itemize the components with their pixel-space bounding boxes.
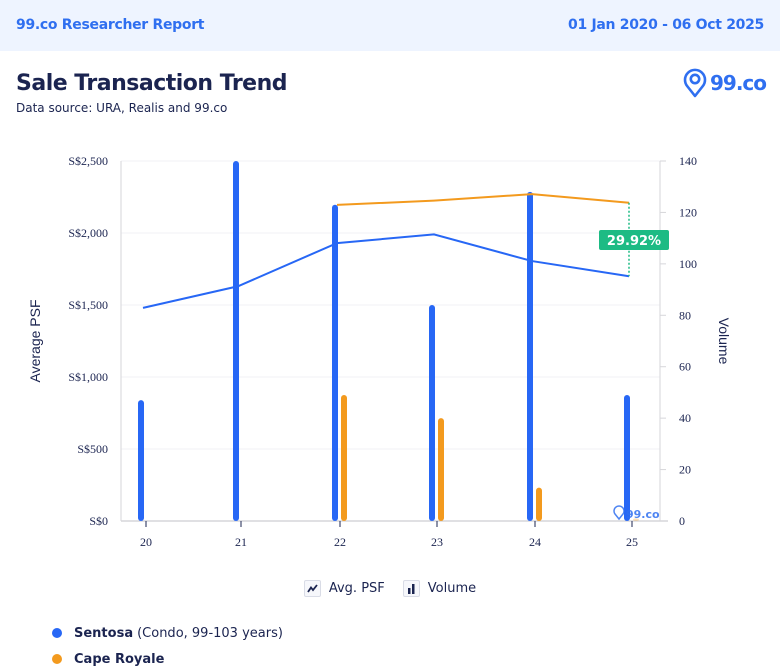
legend-volume-label: Volume xyxy=(428,581,476,596)
y-tick-label-right: 120 xyxy=(679,205,697,219)
series-name: Cape Royale xyxy=(74,652,164,667)
x-tick-label: 21 xyxy=(235,535,247,549)
legend-avg-psf[interactable]: Avg. PSF xyxy=(304,580,385,597)
y-tick-label-right: 20 xyxy=(679,463,691,477)
legend-volume[interactable]: Volume xyxy=(403,580,476,597)
series-legend-sentosa[interactable]: Sentosa (Condo, 99-103 years) xyxy=(52,620,283,646)
chart-watermark: 99.co xyxy=(614,506,660,521)
data-source: Data source: URA, Realis and 99.co xyxy=(16,101,227,115)
x-tick-label: 23 xyxy=(431,535,443,549)
legend-avg-psf-label: Avg. PSF xyxy=(329,581,385,596)
y-tick-label-right: 0 xyxy=(679,514,685,528)
date-range: 01 Jan 2020 - 06 Oct 2025 xyxy=(568,17,764,33)
bar-volume-cape-royale xyxy=(438,418,444,521)
sale-transaction-chart: S$0 S$500 S$1,000 S$1,500 S$2,000 S$2,500 0 20 4… xyxy=(0,140,780,560)
report-name: 99.co Researcher Report xyxy=(16,17,204,33)
series-legend-cape-royale[interactable]: Cape Royale xyxy=(52,646,283,672)
bar-volume-sentosa xyxy=(624,395,630,521)
series-name: Sentosa xyxy=(74,626,133,641)
report-header-bar: 99.co Researcher Report 01 Jan 2020 - 06… xyxy=(0,0,780,51)
brand-logo-text: 99.co xyxy=(710,71,766,95)
line-chart-icon xyxy=(304,580,321,597)
series-legend: Sentosa (Condo, 99-103 years) Cape Royal… xyxy=(52,620,283,672)
y-tick-label-right: 40 xyxy=(679,411,691,425)
y-tick-label-right: 140 xyxy=(679,154,697,168)
bar-chart-icon xyxy=(403,580,420,597)
bar-volume-cape-royale xyxy=(341,395,347,521)
bar-volume-sentosa xyxy=(233,161,239,521)
diff-badge-label: 29.92% xyxy=(607,234,661,249)
watermark-pin-icon xyxy=(614,506,624,519)
y-tick-label-left: S$2,500 xyxy=(68,154,108,168)
location-pin-icon xyxy=(683,68,707,98)
bar-volume-sentosa xyxy=(138,400,144,521)
x-tick-label: 24 xyxy=(529,535,541,549)
bar-volume-cape-royale xyxy=(536,488,542,521)
y-tick-label-left: S$1,500 xyxy=(68,298,108,312)
chart-title: Sale Transaction Trend xyxy=(16,71,287,96)
y-tick-label-left: S$500 xyxy=(77,442,108,456)
x-tick-label: 20 xyxy=(140,535,152,549)
y-tick-label-left: S$1,000 xyxy=(68,370,108,384)
y-tick-label-left: S$0 xyxy=(89,514,108,528)
cape-royale-color-dot xyxy=(52,654,62,664)
y-tick-label-right: 100 xyxy=(679,257,697,271)
bar-volume-sentosa xyxy=(527,192,533,521)
line-psf-sentosa xyxy=(143,234,629,307)
series-desc: (Condo, 99-103 years) xyxy=(137,626,283,641)
y-axis-title-right: Volume xyxy=(716,318,732,365)
sentosa-color-dot xyxy=(52,628,62,638)
bar-volume-sentosa xyxy=(429,305,435,521)
bar-volume-sentosa xyxy=(332,205,338,521)
y-tick-label-right: 80 xyxy=(679,308,691,322)
y-axis-title-left: Average PSF xyxy=(27,299,43,382)
chart-type-legend: Avg. PSF Volume xyxy=(0,580,780,597)
line-psf-cape-royale xyxy=(337,194,629,205)
y-tick-label-left: S$2,000 xyxy=(68,226,108,240)
brand-logo: 99.co xyxy=(683,68,766,98)
x-tick-label: 22 xyxy=(334,535,346,549)
y-tick-label-right: 60 xyxy=(679,360,691,374)
watermark-text: 99.co xyxy=(626,508,660,521)
x-tick-label: 25 xyxy=(626,535,638,549)
